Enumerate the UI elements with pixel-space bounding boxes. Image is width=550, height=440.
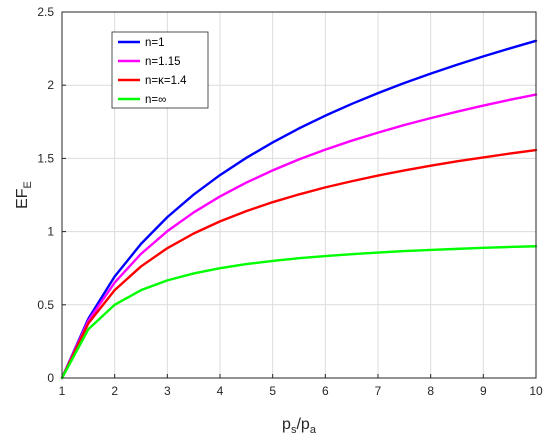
y-axis-label-sub: E	[22, 181, 34, 188]
x-tick-label: 9	[480, 384, 487, 398]
y-tick-label: 2	[47, 78, 54, 92]
x-tick-labels: 1 2 3 4 5 6 7 8 9 10	[59, 384, 543, 398]
series-line-4	[60, 245, 538, 380]
y-axis-label-base: EF	[14, 188, 31, 209]
series-line-1	[60, 39, 538, 380]
legend-box	[111, 31, 209, 109]
x-axis-label: ps/pa	[282, 416, 317, 436]
y-tick-label: 2.5	[37, 5, 54, 19]
legend-label-3: n=κ=1.4	[145, 75, 187, 87]
y-tick-label: 1	[47, 225, 54, 239]
plot-frame	[61, 11, 537, 379]
x-axis-label-sep: /	[296, 416, 301, 433]
y-axis-label: EFE	[14, 181, 34, 209]
x-tick-label: 5	[269, 384, 276, 398]
y-tick-label: 1.5	[37, 151, 54, 165]
series-line-2	[60, 93, 538, 380]
y-tick-label: 0	[47, 371, 54, 385]
x-tick-label: 4	[217, 384, 224, 398]
legend-label-1: n=1	[145, 37, 165, 49]
x-tick-label: 2	[111, 384, 118, 398]
legend-label-2: n=1.15	[145, 56, 181, 68]
x-tick-label: 10	[529, 384, 543, 398]
series-layer	[60, 39, 538, 380]
y-tick-label: 0.5	[37, 298, 54, 312]
x-tick-label: 1	[59, 384, 66, 398]
x-axis-label-sub1: s	[291, 424, 297, 436]
x-axis-label-base2: p	[301, 416, 310, 433]
x-tick-label: 3	[164, 384, 171, 398]
legend-label-4: n=∞	[145, 94, 166, 106]
series-line-3	[60, 148, 538, 380]
legend: n=1 n=1.15 n=κ=1.4 n=∞	[111, 31, 209, 109]
x-axis-label-base1: p	[282, 416, 291, 433]
y-tick-labels: 0 0.5 1 1.5 2 2.5	[37, 5, 54, 385]
x-tick-label: 8	[427, 384, 434, 398]
x-tick-label: 6	[322, 384, 329, 398]
x-tick-label: 7	[375, 384, 382, 398]
x-axis-label-sub2: a	[310, 424, 317, 436]
